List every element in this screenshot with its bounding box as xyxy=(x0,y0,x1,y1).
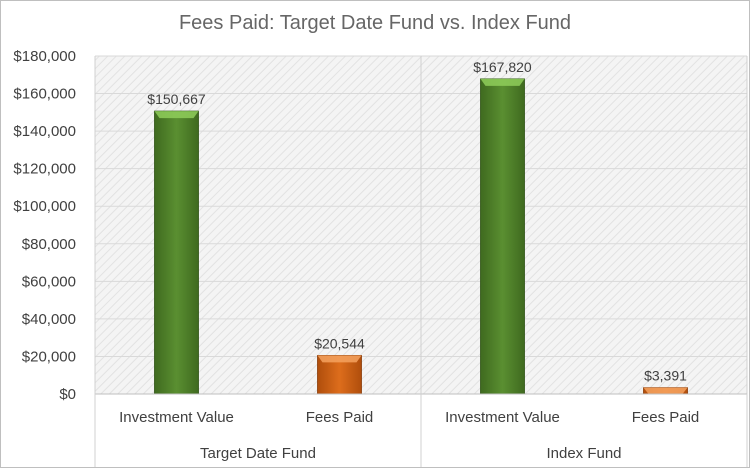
y-tick-label: $180,000 xyxy=(13,48,76,65)
bar-investment-value xyxy=(480,78,525,395)
bar-investment-value xyxy=(154,110,199,395)
y-tick-label: $80,000 xyxy=(22,236,76,253)
group-label: Target Date Fund xyxy=(200,445,316,462)
data-label: $150,667 xyxy=(147,91,206,107)
data-label: $20,544 xyxy=(314,335,365,351)
bar-top-bevel xyxy=(317,355,362,363)
data-labels: $150,667 $20,544 $167,820 $3,391 xyxy=(147,59,687,384)
y-tick-label: $100,000 xyxy=(13,198,76,215)
data-label: $167,820 xyxy=(473,59,532,75)
group-label: Index Fund xyxy=(546,445,621,462)
bar-top-bevel xyxy=(154,111,199,119)
y-tick-label: $20,000 xyxy=(22,348,76,365)
y-tick-label: $140,000 xyxy=(13,123,76,140)
group-labels: Target Date Fund Index Fund xyxy=(200,445,621,462)
category-label: Investment Value xyxy=(119,409,234,426)
y-tick-label: $120,000 xyxy=(13,161,76,178)
bar-top-bevel xyxy=(480,78,525,86)
category-label: Fees Paid xyxy=(306,409,374,426)
y-tick-label: $60,000 xyxy=(22,273,76,290)
y-tick-label: $40,000 xyxy=(22,311,76,328)
category-labels: Investment Value Fees Paid Investment Valu… xyxy=(119,409,699,426)
category-label: Fees Paid xyxy=(632,409,700,426)
axis-dividers xyxy=(94,56,748,467)
bar-top-bevel xyxy=(643,387,688,394)
data-label: $3,391 xyxy=(644,368,687,384)
chart-title: Fees Paid: Target Date Fund vs. Index Fu… xyxy=(179,12,571,34)
bars xyxy=(154,78,688,395)
y-axis-tick-labels: $0 $20,000 $40,000 $60,000 $80,000 $100,000 $1… xyxy=(13,48,76,403)
y-tick-label: $160,000 xyxy=(13,86,76,103)
y-tick-label: $0 xyxy=(59,386,76,403)
category-label: Investment Value xyxy=(445,409,560,426)
